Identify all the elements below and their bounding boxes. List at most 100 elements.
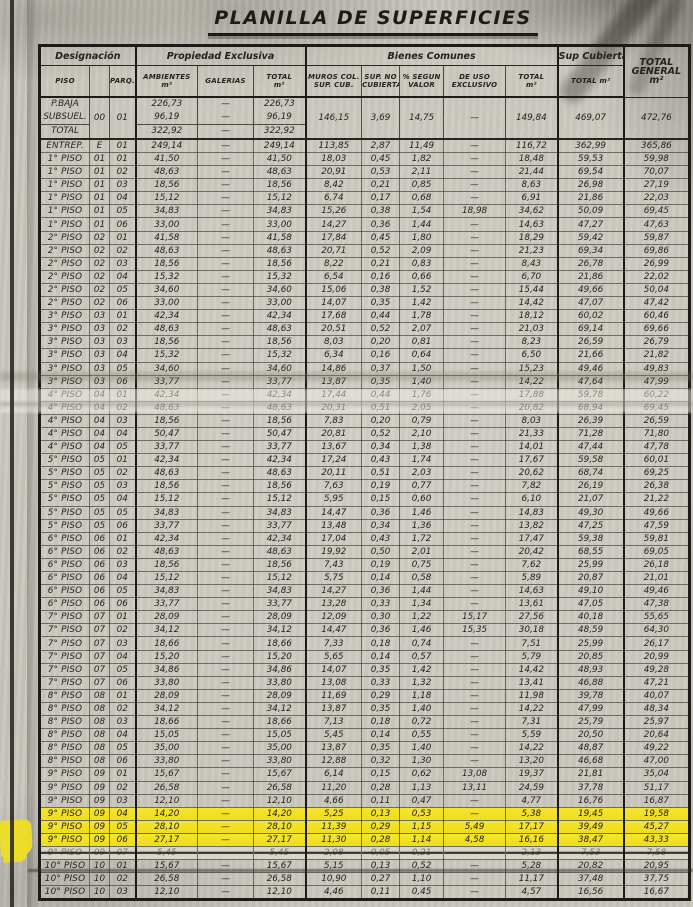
cell-pct-segun-valor: 0,68 <box>399 191 445 206</box>
cell-total-bienes: 8,63 <box>505 178 559 193</box>
cell-muros: 14,27 <box>305 584 363 599</box>
cell-total-general: 16,87 <box>623 793 691 808</box>
cell-total-bienes: 14,83 <box>505 505 559 520</box>
table-row: 7° PISO 07 01 28,09 — 28,09 12,09 0,30 1… <box>39 610 691 625</box>
cell-floor: 03 <box>89 322 110 337</box>
cell-ambientes: 18,56 <box>135 413 199 428</box>
cell-pct-segun-valor: 0,83 <box>399 256 445 271</box>
subsuelo-label: SUBSUEL. <box>43 112 87 122</box>
cell-total-bienes-block: 149,84 <box>505 96 559 140</box>
cell-total-general: 60,46 <box>623 309 691 324</box>
cell-total-sup-cubierta: 26,98 <box>557 178 625 193</box>
cell-piso: 9° PISO <box>39 780 90 795</box>
cell-total-propiedad: 34,83 <box>253 505 307 520</box>
cell-ambientes: 33,00 <box>135 296 199 311</box>
cell-total-general: 47,38 <box>623 597 691 612</box>
col-header-pct-segun-valor: % SEGUN VALOR <box>399 65 445 98</box>
sup-no-line1: SUP. NO <box>364 73 397 81</box>
cell-pct-segun-valor: 2,03 <box>399 466 445 481</box>
cell-floor: 03 <box>89 348 110 363</box>
cell-ambientes: 15,05 <box>135 728 199 743</box>
cell-piso: 4° PISO <box>39 400 90 415</box>
cell-de-uso-exclusivo: — <box>443 544 507 559</box>
cell-parq: 01 <box>108 309 137 324</box>
cell-pct-segun-valor: 0,64 <box>399 348 445 363</box>
total-prop-pbaja: 226,73 <box>263 99 295 109</box>
cell-pct-segun-valor: 1,44 <box>399 217 445 232</box>
cell-ambientes: 33,77 <box>135 518 199 533</box>
cell-ambientes: 28,10 <box>135 819 199 834</box>
cell-total-general: 47,42 <box>623 296 691 311</box>
cell-total-general: 64,30 <box>623 623 691 638</box>
cell-pct-segun-valor: 1,15 <box>399 819 445 834</box>
column-header-row: PISO PARQ. AMBIENTES m² GALERIAS TOTAL m… <box>39 65 690 98</box>
cell-pct-segun-valor: 1,13 <box>399 780 445 795</box>
col-header-total-bienes: TOTAL m² <box>505 65 559 98</box>
cell-total-sup-cubierta: 37,78 <box>557 780 625 795</box>
cell-total-general: 47,21 <box>623 675 691 690</box>
cell-total-propiedad: 18,66 <box>253 636 307 651</box>
cell-piso: 5° PISO <box>39 466 90 481</box>
cell-total-propiedad: 33,00 <box>253 217 307 232</box>
cell-piso: 7° PISO <box>39 636 90 651</box>
cell-muros: 14,86 <box>305 361 363 376</box>
cell-sup-no-cubierta: 0,21 <box>361 256 401 271</box>
cell-galerias: — <box>197 518 255 533</box>
cell-de-uso-exclusivo: — <box>443 426 507 442</box>
cell-muros: 17,44 <box>305 387 363 402</box>
cell-sup-no-cubierta: 0,51 <box>361 466 401 481</box>
cell-total-sup-cubierta: 39,49 <box>557 819 625 834</box>
cell-sup-no-cubierta: 0,38 <box>361 204 401 219</box>
cell-total-propiedad: 42,34 <box>253 387 307 402</box>
cell-sup-no-cubierta: 0,29 <box>361 819 401 834</box>
cell-pct-segun-valor: 1,30 <box>399 754 445 769</box>
cell-total-propiedad: 33,77 <box>253 374 307 389</box>
cell-de-uso-exclusivo: — <box>443 859 507 874</box>
table-row: 7° PISO 07 05 34,86 — 34,86 14,07 0,35 1… <box>39 662 691 677</box>
cell-total-propiedad: 18,56 <box>253 413 307 428</box>
cell-total-sup-cubierta: 49,30 <box>557 505 625 520</box>
cell-floor: 08 <box>89 741 110 756</box>
cell-parq: 03 <box>108 715 137 730</box>
cell-galerias: — <box>197 165 255 180</box>
cell-total-propiedad: 15,67 <box>253 859 307 874</box>
cell-muros: 8,03 <box>305 335 363 350</box>
cell-pct-segun-valor: 0,55 <box>399 728 445 743</box>
cell-uso-block: — <box>443 96 507 140</box>
cell-galerias: — <box>197 688 255 703</box>
cell-piso: 1° PISO <box>39 204 90 219</box>
ambientes-total: 322,92 <box>136 124 197 137</box>
cell-muros: 4,66 <box>305 793 363 808</box>
cell-muros: 20,71 <box>305 243 363 258</box>
group-bienes-comunes: Bienes Comunes <box>305 45 559 66</box>
cell-parq: 02 <box>108 400 137 415</box>
table-row: 5° PISO 05 04 15,12 — 15,12 5,95 0,15 0,… <box>39 492 691 507</box>
total-label: TOTAL <box>41 124 89 137</box>
cell-de-uso-exclusivo: — <box>443 636 507 651</box>
cell-muros: 5,95 <box>305 492 363 507</box>
cell-galerias: — <box>197 793 255 808</box>
cell-galerias: — <box>197 348 255 363</box>
cell-total-sup-cubierta: 46,68 <box>557 754 625 769</box>
cell-ambientes: 15,12 <box>135 570 199 586</box>
cell-total-propiedad: 15,20 <box>253 649 307 664</box>
cell-muros: 7,63 <box>305 479 363 494</box>
cell-total-propiedad: 26,58 <box>253 780 307 795</box>
cell-ambientes: 15,12 <box>135 191 199 206</box>
cell-muros: 8,42 <box>305 178 363 193</box>
uso-line1: DE USO <box>459 73 491 81</box>
cell-total-general: 26,79 <box>623 335 691 350</box>
cell-floor: 06 <box>89 570 110 586</box>
cell-de-uso-exclusivo: — <box>443 675 507 690</box>
cell-total-sup-cubierta: 362,99 <box>557 138 625 153</box>
cell-muros: 4,46 <box>305 885 363 901</box>
cell-total-propiedad: 249,14 <box>253 138 307 153</box>
cell-total-bienes: 30,18 <box>505 623 559 638</box>
cell-ambientes-block: 226,73 96,19 322,92 <box>135 96 199 140</box>
cell-total-general: 37,75 <box>623 872 691 887</box>
cell-de-uso-exclusivo: — <box>443 374 507 389</box>
cell-total-bienes: 7,62 <box>505 557 559 573</box>
pct-line2: VALOR <box>408 81 436 89</box>
cell-total-bienes: 8,23 <box>505 335 559 350</box>
cell-floor: E <box>89 138 110 153</box>
